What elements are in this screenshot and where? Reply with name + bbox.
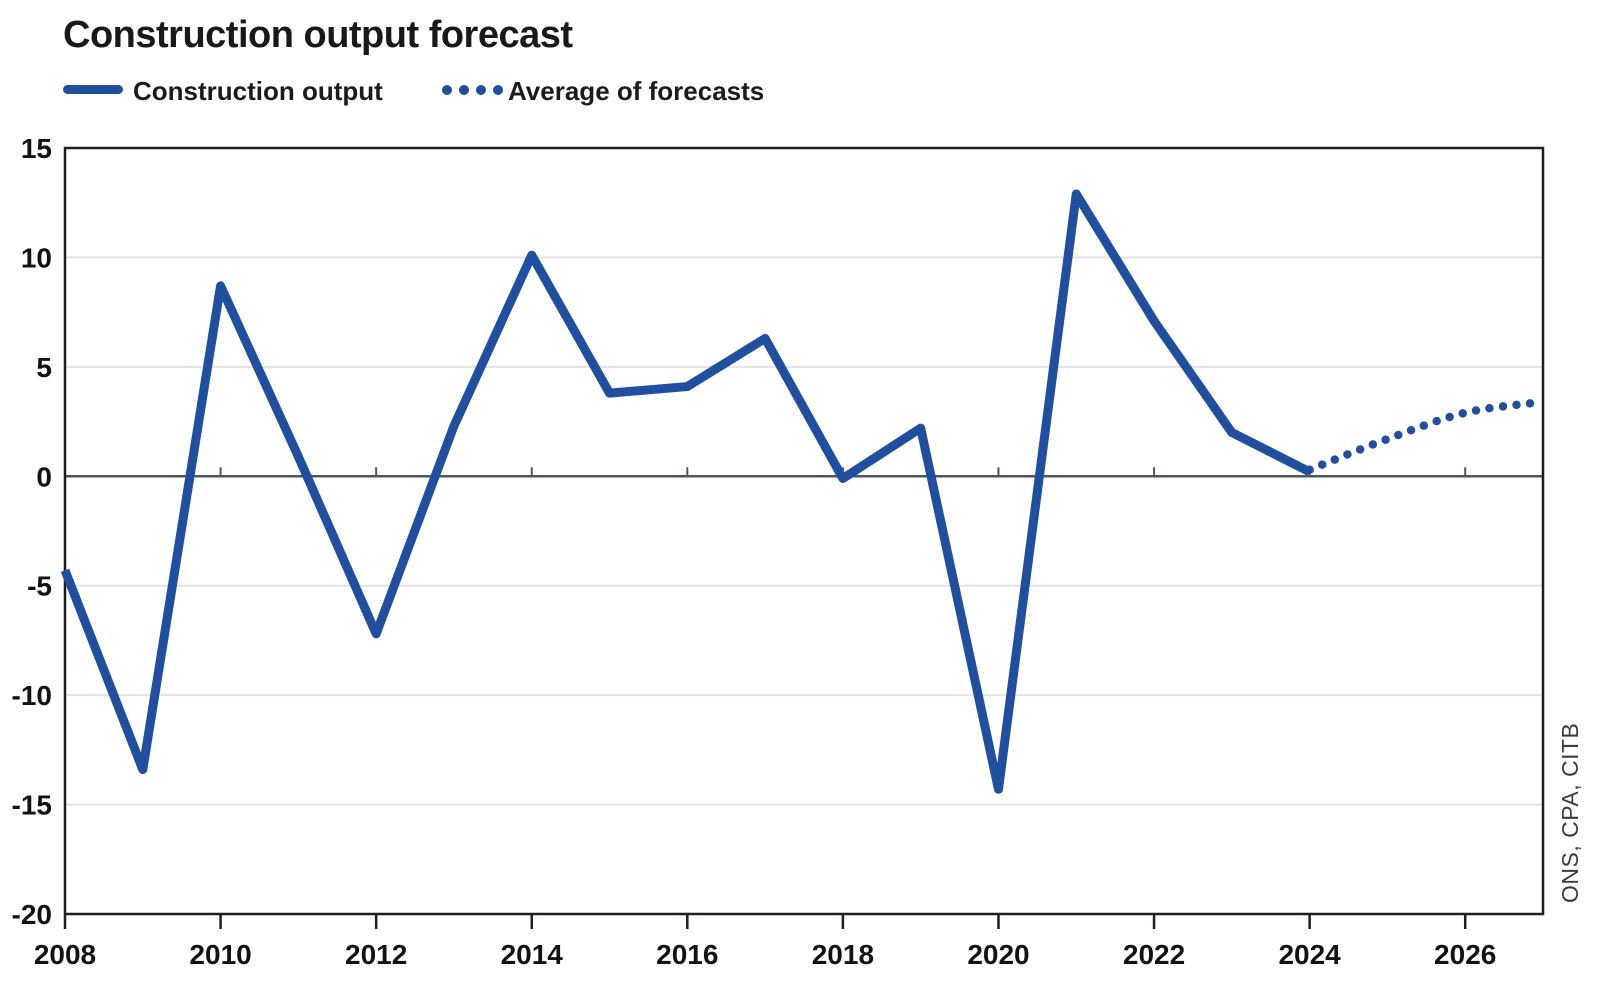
plot-area: 2008 2010 2012 2014 2016 2018 2020 2022 2024 2026… xyxy=(12,133,1548,970)
x-tick-label: 2008 xyxy=(34,939,96,970)
x-tick-label: 2020 xyxy=(967,939,1029,970)
y-tick-label: -20 xyxy=(12,899,52,930)
x-tick-label: 2010 xyxy=(189,939,251,970)
y-tick-label: 5 xyxy=(36,352,52,383)
construction-output-line xyxy=(60,189,1312,794)
dotted-line-swatch-icon xyxy=(442,85,503,95)
y-tick-label: -5 xyxy=(27,571,52,602)
x-tick-label: 2014 xyxy=(501,939,564,970)
legend-label-construction-output: Construction output xyxy=(133,76,383,106)
x-tick-label: 2026 xyxy=(1434,939,1496,970)
legend: Construction output Average of forecasts xyxy=(63,76,764,106)
x-tick-label: 2022 xyxy=(1123,939,1185,970)
x-tick-label: 2018 xyxy=(812,939,874,970)
solid-line-swatch-icon xyxy=(63,85,123,94)
forecast-dotted-line xyxy=(1305,397,1548,474)
x-tick-label: 2024 xyxy=(1278,939,1341,970)
source-attribution: ONS, CPA, CITB xyxy=(1557,723,1583,903)
legend-label-average-of-forecasts: Average of forecasts xyxy=(508,76,764,106)
y-tick-label: 0 xyxy=(36,461,52,492)
chart-title: Construction output forecast xyxy=(63,14,573,56)
x-tick-label: 2012 xyxy=(345,939,407,970)
x-tick-label: 2016 xyxy=(656,939,718,970)
y-tick-label: -10 xyxy=(12,680,52,711)
y-tick-label: -15 xyxy=(12,790,52,821)
y-tick-label: 10 xyxy=(21,242,52,273)
plot-border xyxy=(63,146,1545,916)
y-tick-label: 15 xyxy=(21,133,52,164)
